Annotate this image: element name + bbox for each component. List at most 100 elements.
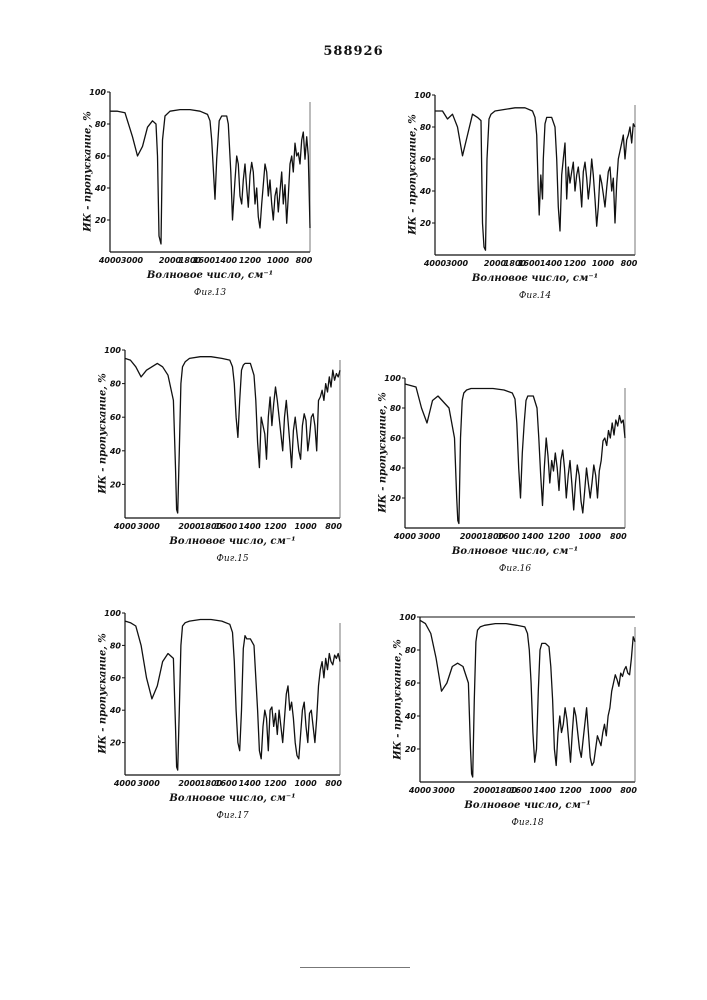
x-tick-label: 1400 [239,522,262,531]
y-tick-label: 60 [405,679,417,688]
x-axis-label: Волновое число, см⁻¹ [405,546,625,557]
spectrum-panel: 2040608010040003000200018001600140012001… [95,605,415,865]
spectrum-panel: 2040608010040003000200018001600140012001… [80,84,400,344]
x-tick-label: 2000 [178,522,201,531]
figure-label: Фиг.18 [420,818,635,828]
y-axis-label: ИК - пропускание, % [98,619,109,769]
y-axis-label: ИК - пропускание, % [393,624,404,774]
footer-divider [300,967,410,968]
figure-label: Фиг.17 [125,811,340,821]
y-tick-label: 60 [110,413,122,422]
y-tick-label: 40 [109,447,122,456]
x-tick-label: 4000 [423,259,447,268]
x-tick-label: 1000 [267,256,290,265]
x-tick-label: 4000 [408,786,432,795]
x-axis-label: Волновое число, см⁻¹ [435,273,635,284]
x-tick-label: 1200 [264,522,287,531]
x-tick-label: 1200 [559,786,582,795]
x-tick-label: 1600 [510,786,533,795]
x-tick-label: 3000 [433,786,456,795]
y-tick-label: 40 [94,184,107,193]
y-tick-label: 20 [110,480,122,489]
x-axis-label: Волновое число, см⁻¹ [125,793,340,804]
x-tick-label: 1400 [540,259,563,268]
x-tick-label: 800 [296,256,313,265]
y-tick-label: 60 [95,152,107,161]
x-tick-label: 1000 [294,522,317,531]
spectrum-line [405,384,625,524]
y-axis-label: ИК - пропускание, % [98,359,109,509]
x-tick-label: 1200 [564,259,587,268]
x-axis-label: Волновое число, см⁻¹ [125,536,340,547]
x-tick-label: 1000 [592,259,615,268]
x-tick-label: 2000 [460,532,483,541]
spectrum-line [110,110,310,244]
x-axis-label: Волновое число, см⁻¹ [110,270,310,281]
x-tick-label: 4000 [98,256,122,265]
x-tick-label: 1600 [215,522,238,531]
y-tick-label: 80 [390,404,402,413]
x-tick-label: 800 [621,259,638,268]
x-tick-label: 1200 [548,532,571,541]
spectrum-panel: 2040608010040003000200018001600140012001… [95,342,415,602]
spectrum-chart: 2040608010040003000200018001600140012001… [95,342,370,540]
x-tick-label: 1600 [193,256,216,265]
x-tick-label: 800 [610,532,627,541]
x-tick-label: 1200 [239,256,262,265]
x-tick-label: 1400 [534,786,557,795]
spectrum-line [125,357,340,513]
x-tick-label: 1600 [497,532,520,541]
spectrum-line [420,620,635,777]
spectrum-chart: 2040608010040003000200018001600140012001… [390,609,665,804]
patent-number: 588926 [0,44,707,59]
x-tick-label: 4000 [113,522,137,531]
y-tick-label: 40 [404,712,417,721]
x-tick-label: 1400 [521,532,544,541]
y-tick-label: 80 [405,646,417,655]
figure-label: Фиг.16 [405,564,625,574]
x-tick-label: 1600 [215,779,238,788]
x-tick-label: 800 [325,522,342,531]
x-tick-label: 1000 [589,786,612,795]
x-tick-label: 1200 [264,779,287,788]
x-tick-label: 3000 [418,532,441,541]
x-axis-label: Волновое число, см⁻¹ [420,800,635,811]
spectrum-panel: 2040608010040003000200018001600140012001… [375,370,695,630]
spectrum-line [125,620,340,771]
y-tick-label: 20 [110,739,122,748]
y-tick-label: 60 [420,155,432,164]
spectrum-chart: 2040608010040003000200018001600140012001… [95,605,370,797]
spectrum-chart: 2040608010040003000200018001600140012001… [80,84,340,274]
x-tick-label: 2000 [473,786,496,795]
spectrum-chart: 2040608010040003000200018001600140012001… [405,87,665,277]
y-axis-label: ИК - пропускание, % [408,100,419,250]
x-tick-label: 2000 [178,779,201,788]
spectrum-chart: 2040608010040003000200018001600140012001… [375,370,655,550]
x-tick-label: 1000 [294,779,317,788]
y-tick-label: 20 [420,219,432,228]
y-tick-label: 100 [399,613,416,622]
x-tick-label: 3000 [446,259,469,268]
y-tick-label: 60 [390,434,402,443]
x-tick-label: 1400 [215,256,238,265]
y-tick-label: 80 [110,641,122,650]
spectrum-panel: 2040608010040003000200018001600140012001… [390,609,707,869]
spectrum-line [435,108,635,250]
x-tick-label: 1400 [239,779,262,788]
x-tick-label: 800 [325,779,342,788]
figure-label: Фиг.15 [125,554,340,564]
y-tick-label: 40 [419,187,432,196]
x-tick-label: 1000 [579,532,602,541]
y-axis-label: ИК - пропускание, % [83,97,94,247]
y-tick-label: 20 [390,494,402,503]
y-tick-label: 40 [109,706,122,715]
x-tick-label: 4000 [393,532,417,541]
x-tick-label: 3000 [121,256,144,265]
y-tick-label: 80 [95,120,107,129]
spectrum-panel: 2040608010040003000200018001600140012001… [405,87,707,347]
y-tick-label: 80 [110,380,122,389]
x-tick-label: 3000 [138,779,161,788]
y-tick-label: 100 [104,346,121,355]
x-tick-label: 800 [620,786,637,795]
y-tick-label: 60 [110,674,122,683]
